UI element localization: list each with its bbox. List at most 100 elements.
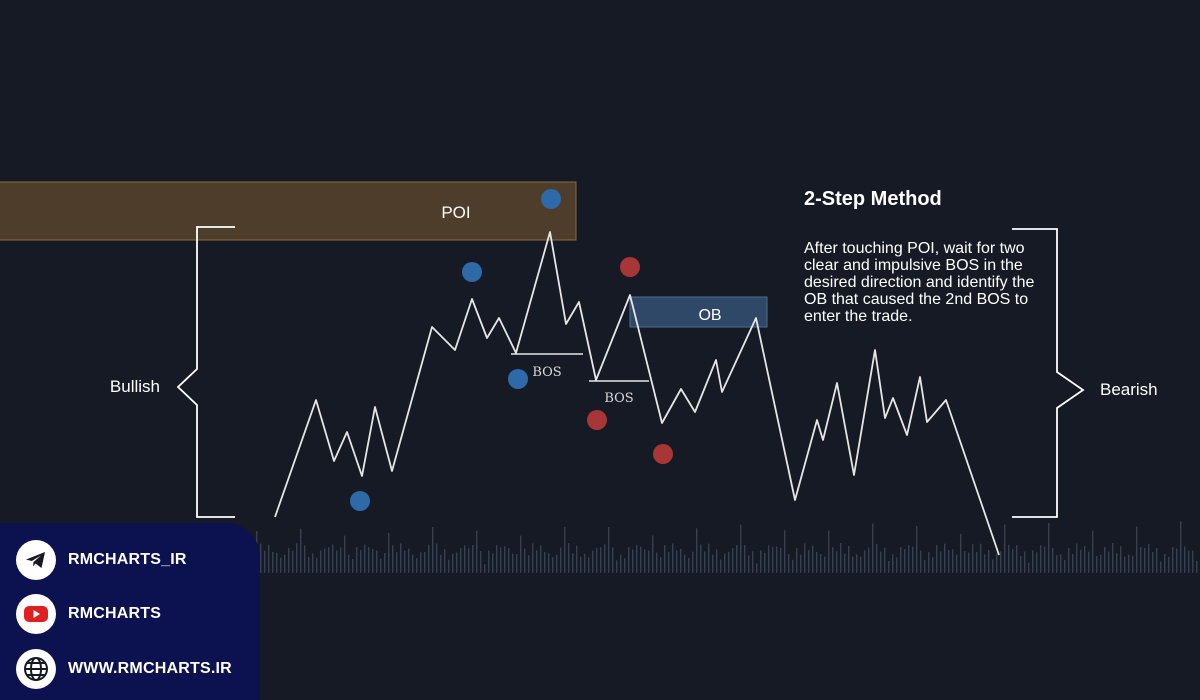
volume-bar (384, 553, 386, 573)
volume-bar (424, 552, 426, 573)
volume-bar (692, 551, 694, 573)
social-label-telegram: RMCHARTS_IR (68, 551, 187, 568)
volume-bar (1064, 559, 1066, 573)
volume-bar (768, 545, 770, 573)
volume-bar (668, 551, 670, 573)
volume-bar (972, 544, 974, 573)
volume-bar (808, 549, 810, 573)
volume-bar (756, 563, 758, 573)
volume-bar (800, 554, 802, 573)
volume-bar (1120, 546, 1122, 573)
social-website[interactable]: WWW.RMCHARTS.IR (16, 649, 232, 689)
social-label-youtube: RMCHARTS (68, 605, 162, 622)
volume-bar (396, 552, 398, 573)
volume-bar (1092, 530, 1094, 573)
bearish-dots (587, 257, 673, 464)
volume-bar (316, 558, 318, 573)
bearish-dot (620, 257, 640, 277)
volume-bar (1196, 560, 1198, 573)
volume-bar (952, 549, 954, 573)
volume-bar (440, 554, 442, 573)
volume-bar (1188, 550, 1190, 573)
volume-bar (732, 548, 734, 573)
social-telegram[interactable]: RMCHARTS_IR (16, 540, 187, 580)
volume-bar (632, 549, 634, 573)
volume-bar (1192, 550, 1194, 573)
volume-bar (264, 550, 266, 573)
volume-bar (944, 543, 946, 573)
ob-label: OB (698, 307, 721, 324)
volume-bar (1068, 547, 1070, 573)
volume-bar (1084, 545, 1086, 573)
volume-bar (584, 553, 586, 573)
volume-bar (708, 543, 710, 573)
volume-bar (880, 551, 882, 573)
volume-bar (956, 554, 958, 573)
volume-bar (1016, 545, 1018, 573)
social-youtube[interactable]: RMCHARTS (16, 594, 161, 634)
volume-bar (1128, 554, 1130, 573)
volume-bar (824, 556, 826, 573)
volume-bar (796, 548, 798, 573)
volume-bar (1152, 552, 1154, 573)
volume-bar (520, 535, 522, 573)
volume-bar (596, 547, 598, 573)
bullish-dots (350, 189, 561, 511)
volume-bar (492, 553, 494, 573)
volume-bar (540, 545, 542, 573)
volume-bar (612, 547, 614, 573)
volume-bar (908, 545, 910, 573)
volume-bar (484, 564, 486, 573)
volume-bar (364, 544, 366, 573)
volume-bar (624, 558, 626, 573)
volume-bar (828, 530, 830, 573)
volume-bar (268, 544, 270, 573)
volume-bar (636, 544, 638, 573)
volume-bar (496, 545, 498, 573)
volume-bar (836, 551, 838, 573)
social-card: RMCHARTS_IR RMCHARTS WWW.RMCHARTS.IR (0, 523, 260, 700)
volume-bar (476, 530, 478, 573)
volume-bar (912, 546, 914, 573)
volume-bar (468, 548, 470, 573)
volume-bar (360, 549, 362, 573)
volume-bar (296, 543, 298, 573)
volume-bar (672, 543, 674, 573)
volume-bar (1132, 556, 1134, 573)
volume-bar (428, 544, 430, 573)
volume-bar (1104, 546, 1106, 573)
ob-zone (629, 296, 768, 328)
bos-label-2: BOS (604, 391, 633, 406)
volume-bar (1024, 551, 1026, 573)
volume-bar (640, 546, 642, 573)
volume-bar (888, 561, 890, 573)
volume-bar (544, 551, 546, 573)
volume-bar (772, 547, 774, 573)
volume-bar (504, 546, 506, 573)
volume-bar (988, 549, 990, 573)
volume-bar (964, 551, 966, 573)
volume-bar (812, 545, 814, 573)
volume-bar (896, 557, 898, 573)
volume-bar (1164, 553, 1166, 573)
volume-bar (696, 528, 698, 573)
volume-bar (452, 553, 454, 573)
volume-bar (760, 550, 762, 573)
volume-bar (536, 550, 538, 573)
volume-bar (272, 552, 274, 573)
volume-bar (968, 552, 970, 573)
volume-bar (368, 546, 370, 573)
bearish-dot (653, 444, 673, 464)
volume-bar (688, 557, 690, 573)
volume-bar (1036, 552, 1038, 573)
bullish-dot (508, 369, 528, 389)
volume-bars (212, 521, 1198, 573)
volume-bar (312, 553, 314, 573)
volume-bar (644, 549, 646, 573)
volume-bar (680, 548, 682, 573)
volume-bar (1160, 561, 1162, 573)
volume-bar (1080, 549, 1082, 573)
bearish-bracket (1012, 228, 1085, 518)
method-title: 2-Step Method (804, 188, 942, 210)
